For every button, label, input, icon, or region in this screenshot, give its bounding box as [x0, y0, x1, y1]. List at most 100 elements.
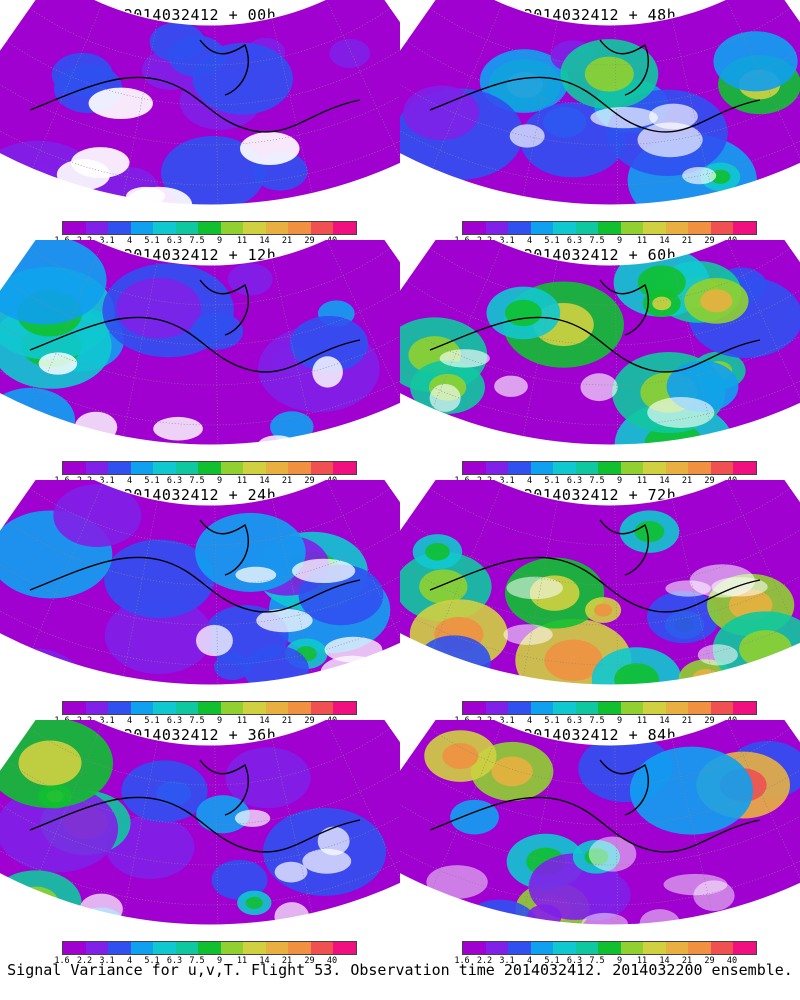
colorbar-tick-label: 9	[216, 236, 223, 246]
colorbar-tick-label: 7.5	[589, 476, 605, 486]
variance-map	[0, 0, 400, 206]
colorbar-tick-label: 3.1	[499, 236, 515, 246]
colorbar-swatch	[463, 942, 486, 954]
colorbar-swatch	[598, 462, 621, 474]
colorbar-swatch	[265, 222, 288, 234]
colorbar	[462, 221, 757, 235]
colorbar-labels: 1.6 2.2 3.1 4 5.1 6.3 7.5 9 11 14 21 29 40	[454, 956, 762, 966]
variance-map	[400, 480, 800, 686]
colorbar-swatch	[63, 942, 86, 954]
colorbar-swatch	[575, 702, 598, 714]
colorbar-tick-label: 9	[616, 956, 623, 966]
colorbar-tick-label: 4	[526, 716, 533, 726]
forecast-panel: 2014032412 + 48h1.62.23.145.16.37.591114…	[400, 0, 800, 246]
colorbar-swatch	[665, 702, 688, 714]
colorbar-swatch	[198, 702, 221, 714]
colorbar-swatch	[553, 942, 576, 954]
colorbar-swatch	[288, 222, 311, 234]
colorbar-tick-label: 11	[636, 956, 648, 966]
colorbar-swatch	[733, 942, 756, 954]
colorbar-tick-label: 40	[326, 956, 338, 966]
colorbar-swatch	[710, 702, 733, 714]
colorbar-swatch	[153, 702, 176, 714]
colorbar-swatch	[688, 702, 711, 714]
colorbar-tick-label: 5.1	[544, 956, 560, 966]
colorbar-tick-label: 3.1	[499, 956, 515, 966]
colorbar	[462, 941, 757, 955]
colorbar	[462, 701, 757, 715]
forecast-panel: 2014032412 + 36h 1.6 2.2 3.1 4 5.1 6.3 7.5 9 11 14…	[0, 720, 400, 966]
colorbar-swatch	[643, 222, 666, 234]
colorbar-swatch	[733, 702, 756, 714]
colorbar-swatch	[198, 942, 221, 954]
panel-title: 2014032412 + 24h	[123, 486, 277, 504]
colorbar-swatch	[108, 702, 131, 714]
colorbar-swatch	[643, 462, 666, 474]
colorbar-tick-label: 40	[726, 956, 738, 966]
colorbar-tick-label: 7.5	[189, 476, 205, 486]
colorbar-tick-label: 21	[681, 236, 693, 246]
colorbar-swatch	[243, 462, 266, 474]
forecast-panel: 2014032412 + 24h1.62.23.145.16.37.591114…	[0, 480, 400, 726]
colorbar-tick-label: 6.3	[566, 716, 583, 726]
colorbar-swatch	[643, 942, 666, 954]
colorbar-swatch	[85, 702, 108, 714]
colorbar-tick-label: 2.2	[476, 956, 493, 966]
colorbar-swatch	[265, 942, 288, 954]
colorbar-tick-label: 6.3	[166, 476, 183, 486]
colorbar-swatch	[265, 702, 288, 714]
colorbar-swatch	[553, 462, 576, 474]
colorbar-tick-label: 5.1	[544, 476, 560, 486]
colorbar-tick-label: 29	[304, 236, 315, 246]
colorbar-tick-label: 9	[216, 956, 223, 966]
colorbar-swatch	[108, 222, 131, 234]
colorbar-swatch	[310, 462, 333, 474]
colorbar-tick-label: 29	[704, 236, 715, 246]
panel-title: 2014032412 + 00h	[123, 6, 277, 24]
forecast-panel: 2014032412 + 72h1.62.23.145.16.37.591114…	[400, 480, 800, 726]
colorbar-swatch	[108, 942, 131, 954]
colorbar-swatch	[153, 222, 176, 234]
panel-title: 2014032412 + 84h	[523, 726, 677, 744]
colorbar-swatch	[620, 942, 643, 954]
colorbar	[62, 221, 357, 235]
colorbar-tick-label: 14	[259, 716, 270, 726]
colorbar-swatch	[310, 222, 333, 234]
colorbar-swatch	[265, 462, 288, 474]
colorbar-swatch	[243, 702, 266, 714]
colorbar-swatch	[643, 702, 666, 714]
colorbar-swatch	[710, 462, 733, 474]
colorbar-tick-label: 6.3	[566, 236, 583, 246]
colorbar-tick-label: 11	[636, 236, 648, 246]
colorbar-swatch	[688, 222, 711, 234]
colorbar-swatch	[620, 222, 643, 234]
colorbar-swatch	[665, 462, 688, 474]
colorbar-tick-label: 11	[636, 476, 648, 486]
colorbar-swatch	[620, 462, 643, 474]
colorbar-tick-label: 29	[304, 956, 315, 966]
colorbar-swatch	[175, 462, 198, 474]
colorbar-tick-label: 7.5	[589, 956, 605, 966]
colorbar-tick-label: 6.3	[566, 476, 583, 486]
colorbar-swatch	[598, 702, 621, 714]
colorbar-tick-label: 2.2	[76, 956, 93, 966]
colorbar-swatch	[710, 942, 733, 954]
colorbar-tick-label: 5.1	[144, 956, 160, 966]
colorbar-tick-label: 4	[126, 716, 133, 726]
colorbar-tick-label: 21	[281, 476, 293, 486]
colorbar-swatch	[508, 702, 531, 714]
colorbar-tick-label: 21	[681, 476, 693, 486]
colorbar-swatch	[310, 702, 333, 714]
colorbar-swatch	[485, 702, 508, 714]
colorbar-tick-label: 14	[659, 956, 670, 966]
colorbar-tick-label: 11	[236, 476, 248, 486]
variance-map	[0, 240, 400, 446]
colorbar-swatch	[288, 702, 311, 714]
colorbar-tick-label: 7.5	[589, 716, 605, 726]
colorbar-swatch	[63, 222, 86, 234]
colorbar-swatch	[63, 462, 86, 474]
colorbar-tick-label: 7.5	[189, 236, 205, 246]
colorbar-swatch	[198, 462, 221, 474]
forecast-panel: 2014032412 + 12h1.62.23.145.16.37.591114…	[0, 240, 400, 486]
variance-map	[400, 240, 800, 446]
